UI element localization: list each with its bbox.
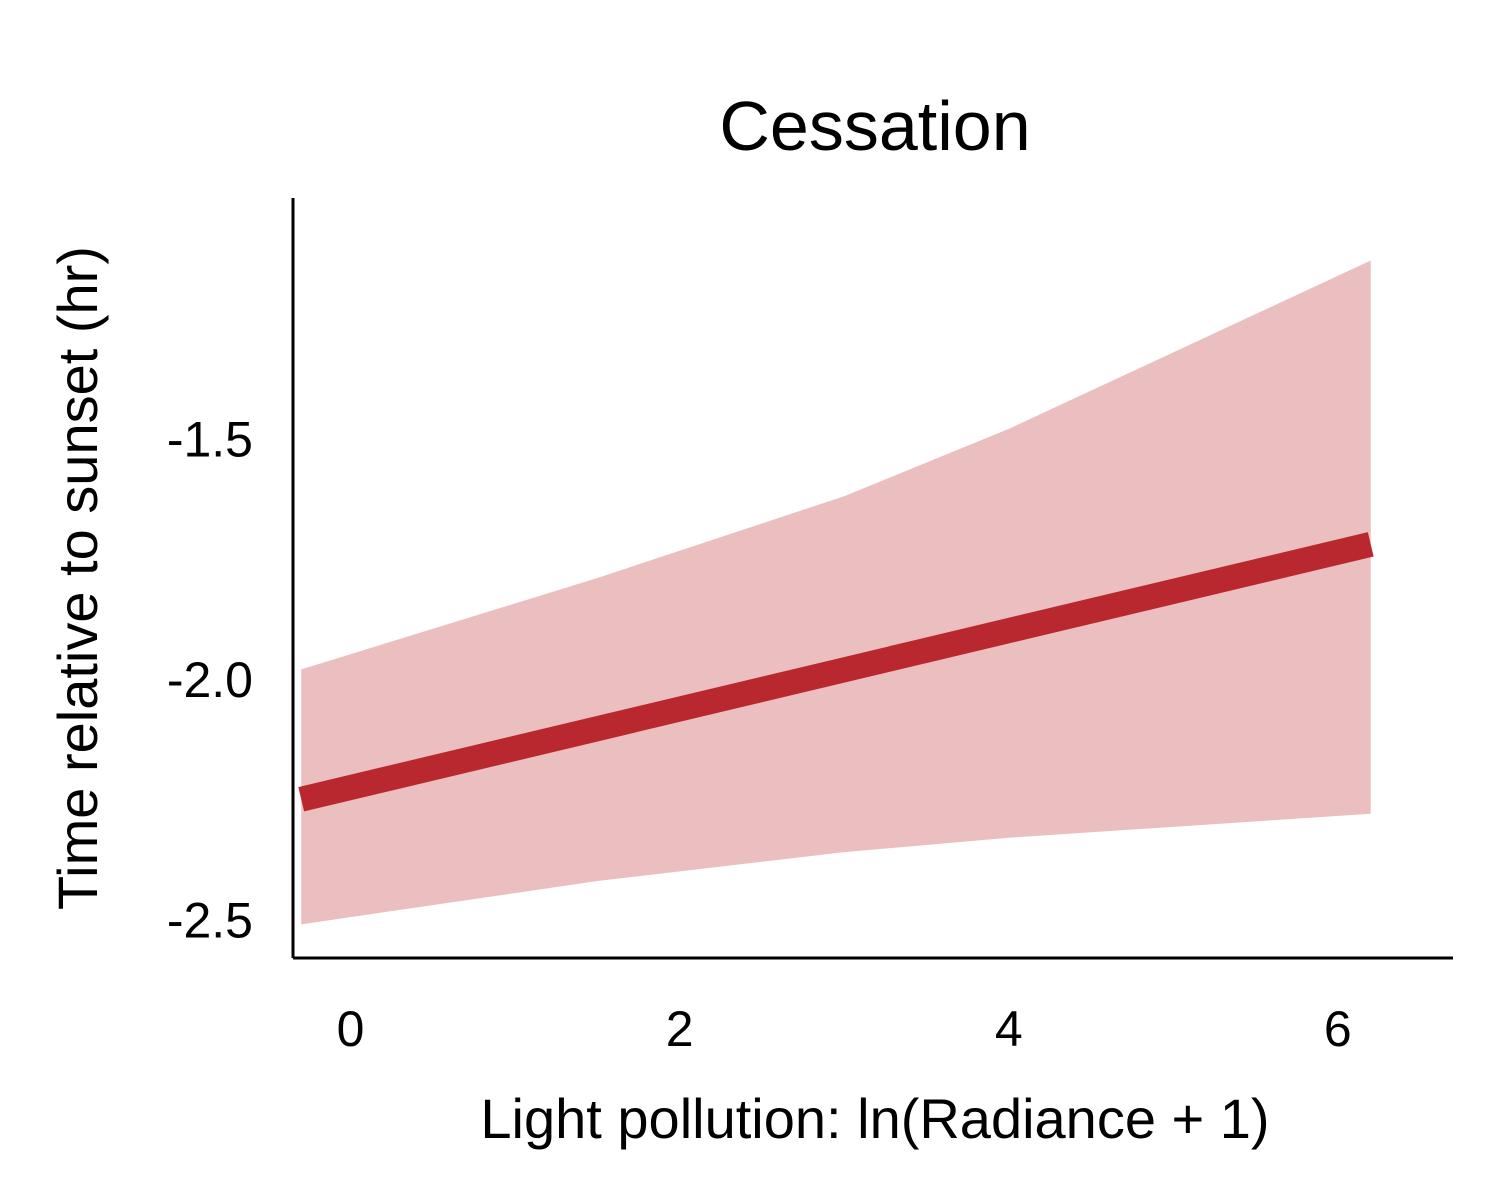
axes xyxy=(291,198,1453,960)
tick-labels: 0 2 4 6 -2.5 -2.0 -1.5 xyxy=(167,412,1352,1057)
trend-line-layer xyxy=(298,532,1374,812)
chart-title: Cessation xyxy=(719,87,1030,165)
confidence-band xyxy=(301,260,1371,925)
x-axis-label: Light pollution: ln(Radiance + 1) xyxy=(480,1087,1269,1150)
x-tick-label: 2 xyxy=(666,1001,694,1057)
x-tick-label: 4 xyxy=(995,1001,1023,1057)
y-tick-label: -2.5 xyxy=(167,893,253,949)
x-tick-label: 0 xyxy=(337,1001,365,1057)
y-tick-label: -2.0 xyxy=(167,652,253,708)
confidence-band-layer xyxy=(301,260,1371,925)
x-tick-label: 6 xyxy=(1324,1001,1352,1057)
trend-line xyxy=(298,532,1374,812)
y-tick-label: -1.5 xyxy=(167,412,253,468)
y-axis-label: Time relative to sunset (hr) xyxy=(46,246,109,910)
